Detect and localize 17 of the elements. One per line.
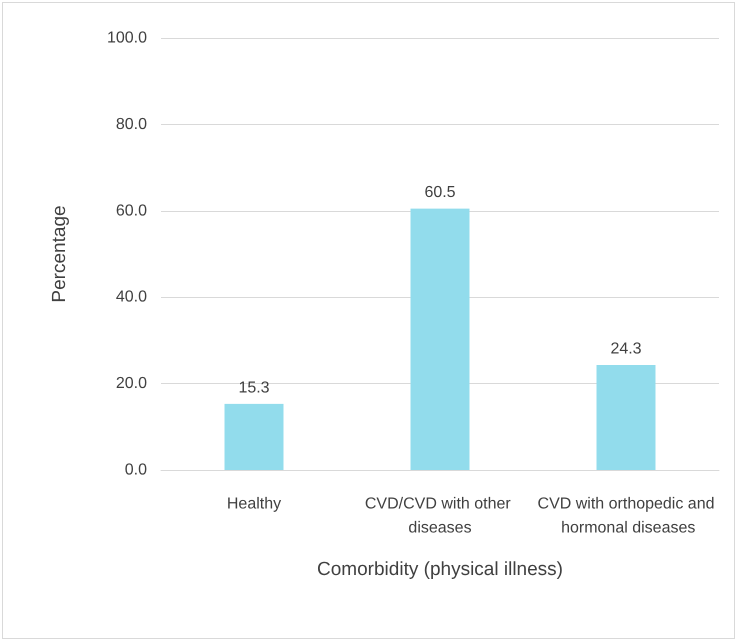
x-tick-label: Healthy xyxy=(226,496,282,512)
data-label: 15.3 xyxy=(238,379,270,396)
y-tick-label: 60.0 xyxy=(116,202,148,220)
data-label: 24.3 xyxy=(610,340,642,358)
y-tick-label: 0.0 xyxy=(124,462,148,478)
y-tick-label: 100.0 xyxy=(106,30,148,46)
y-tick-label: 80.0 xyxy=(116,116,148,133)
x-tick-label: CVD with orthopedic and hormonal diseases xyxy=(538,496,714,536)
bar xyxy=(410,208,470,470)
bar xyxy=(224,404,284,470)
x-axis-title: Comorbidity (physical illness) xyxy=(316,559,564,580)
y-tick-label: 40.0 xyxy=(116,288,148,306)
y-axis-title: Percentage xyxy=(49,205,70,303)
data-label: 60.5 xyxy=(424,184,456,202)
y-tick-label: 20.0 xyxy=(116,375,148,392)
x-tick-label: CVD/CVD with other diseases xyxy=(364,496,516,536)
bar xyxy=(596,365,656,470)
